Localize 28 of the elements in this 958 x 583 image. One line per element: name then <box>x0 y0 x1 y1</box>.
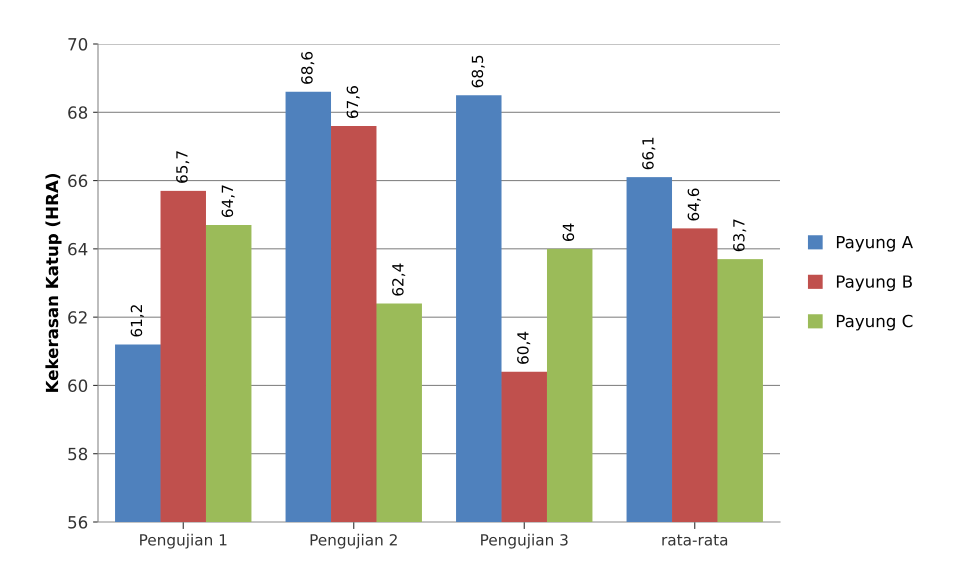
x-tick-label: Pengujian 2 <box>310 534 397 549</box>
legend-label: Payung B <box>836 275 912 292</box>
data-label: 61,2 <box>130 305 144 337</box>
data-label: 66,1 <box>642 138 656 170</box>
y-tick-label: 70 <box>68 38 88 51</box>
y-tick-label: 68 <box>68 106 88 119</box>
data-label: 64,7 <box>222 185 235 218</box>
x-tick-label: Pengujian 1 <box>140 534 226 549</box>
data-label: 64 <box>562 223 574 241</box>
data-label: 68,5 <box>472 56 485 88</box>
y-tick-label: 62 <box>68 311 87 324</box>
y-tick-label: 58 <box>68 448 88 460</box>
y-tick-label: 66 <box>68 174 88 188</box>
y-tick-label: 56 <box>68 516 88 529</box>
legend-label: Payung C <box>836 314 912 331</box>
x-tick-label: rata-rata <box>662 534 728 546</box>
data-label: 68,6 <box>301 52 314 84</box>
data-label: 60,4 <box>517 332 530 364</box>
data-label: 62,4 <box>392 263 406 296</box>
data-label: 65,7 <box>176 151 190 183</box>
y-tick-label: 64 <box>68 242 88 256</box>
data-label: 63,7 <box>733 220 746 252</box>
data-label: 64,6 <box>688 188 701 220</box>
legend-label: Payung A <box>836 236 913 252</box>
y-tick-label: 60 <box>68 379 88 392</box>
y-axis-title: Kekerasan Katup (HRA) <box>45 174 62 392</box>
data-label: 67,6 <box>346 86 360 118</box>
x-tick-label: Pengujian 3 <box>481 534 568 549</box>
